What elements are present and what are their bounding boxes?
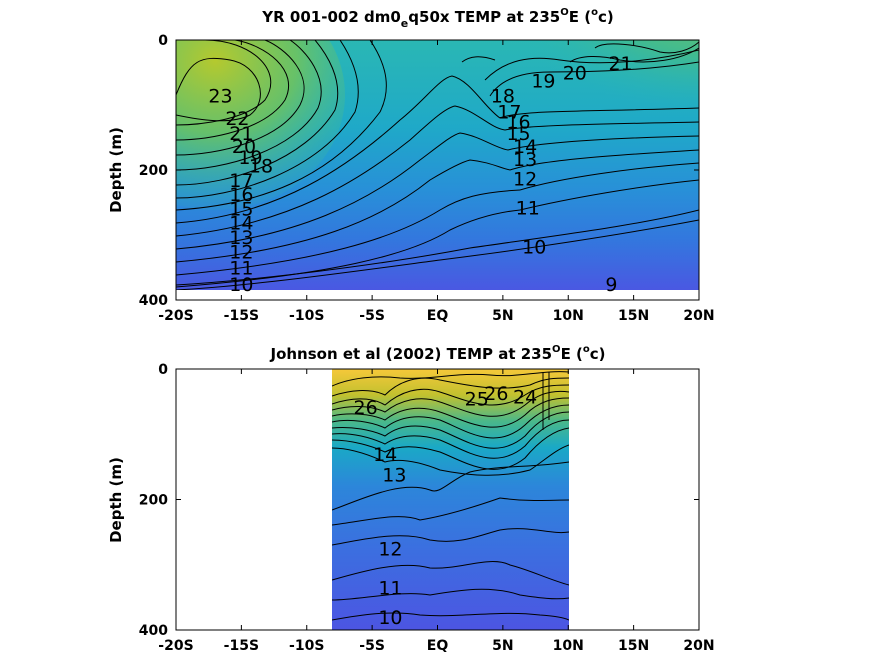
contour-label: 11: [378, 578, 402, 600]
x-tick-label: -15S: [224, 308, 259, 324]
contour-label: 13: [229, 227, 253, 249]
contour-label: 25: [465, 388, 489, 410]
contour-label: 14: [373, 444, 397, 466]
panel-top-xticks: -20S -15S -10S -5S EQ 5N 10N 15N 20N: [158, 40, 715, 324]
contour-label: 12: [513, 168, 537, 190]
contour-label: 17: [497, 102, 521, 124]
contour-label: 12: [229, 241, 253, 263]
contour-label: 14: [513, 136, 537, 158]
contour-label: 13: [513, 149, 537, 171]
contour-label: 10: [378, 607, 402, 629]
panel-bottom-contours: [332, 371, 569, 621]
panel-top-ylabel: Depth (m): [107, 127, 125, 213]
y-tick-label: 0: [158, 33, 168, 49]
x-tick-label: EQ: [427, 308, 449, 324]
x-tick-label: 15N: [618, 638, 649, 654]
x-tick-label: -20S: [158, 308, 193, 324]
contour-label: 17: [229, 170, 253, 192]
x-tick-label: 10N: [553, 308, 584, 324]
panel-top: YR 001-002 dm0eq50x TEMP at 235OE (oc): [107, 7, 715, 324]
contour-label: 9: [605, 274, 617, 296]
contour-label: 26: [353, 397, 377, 419]
y-tick-label: 400: [139, 623, 168, 639]
contour-label: 18: [249, 155, 273, 177]
contour-label: 16: [229, 184, 253, 206]
contour-label: 23: [208, 85, 232, 107]
contour-label: 21: [608, 53, 632, 75]
panel-top-contours: [176, 40, 699, 290]
contour-label: 20: [232, 136, 256, 158]
contour-label: 26: [484, 383, 508, 405]
x-tick-label: -10S: [289, 308, 324, 324]
panel-bottom-ylabel: Depth (m): [107, 457, 125, 543]
contour-label: 10: [522, 237, 546, 259]
contour-label: 19: [531, 70, 555, 92]
panel-top-title: YR 001-002 dm0eq50x TEMP at 235OE (oc): [261, 7, 613, 30]
panel-top-field: [176, 40, 699, 290]
y-tick-label: 400: [139, 293, 168, 309]
panel-top-yticks: 0 200 400: [139, 33, 699, 309]
contour-label: 11: [229, 258, 253, 280]
panel-bottom-xticks: -20S -15S -10S -5S EQ 5N 10N 15N 20N: [158, 369, 715, 654]
contour-label: 10: [229, 274, 253, 296]
x-tick-label: -5S: [359, 638, 385, 654]
panel-bottom-yticks: 0 200 400: [139, 362, 699, 639]
y-tick-label: 200: [139, 163, 168, 179]
contour-label: 24: [513, 386, 537, 408]
contour-label: 16: [506, 111, 530, 133]
contour-label: 14: [229, 213, 253, 235]
x-tick-label: 5N: [492, 308, 513, 324]
contour-label: 13: [382, 465, 406, 487]
contour-label: 15: [229, 198, 253, 220]
x-tick-label: EQ: [427, 638, 449, 654]
contour-label: 12: [378, 538, 402, 560]
x-tick-label: -15S: [224, 638, 259, 654]
contour-label: 18: [491, 85, 515, 107]
contour-label: 22: [225, 108, 249, 130]
x-tick-label: -20S: [158, 638, 193, 654]
x-tick-label: 5N: [492, 638, 513, 654]
y-tick-label: 200: [139, 493, 168, 509]
x-tick-label: 20N: [683, 308, 714, 324]
x-tick-label: -5S: [359, 308, 385, 324]
contour-label: 21: [229, 123, 253, 145]
contour-label: 19: [238, 147, 262, 169]
x-tick-label: -10S: [289, 638, 324, 654]
panel-bottom-field: [332, 369, 569, 630]
panel-bottom-title: Johnson et al (2002) TEMP at 235OE (oc): [269, 344, 605, 363]
x-tick-label: 15N: [618, 308, 649, 324]
x-tick-label: 10N: [553, 638, 584, 654]
contour-label: 11: [516, 198, 540, 220]
panel-top-contour-labels: 2322212019181716151413121110212019181716…: [208, 53, 632, 296]
panel-bottom: Johnson et al (2002) TEMP at 235OE (oc): [107, 344, 715, 654]
contour-label: 15: [506, 123, 530, 145]
y-tick-label: 0: [158, 362, 168, 378]
contour-label: 20: [563, 63, 587, 85]
x-tick-label: 20N: [683, 638, 714, 654]
